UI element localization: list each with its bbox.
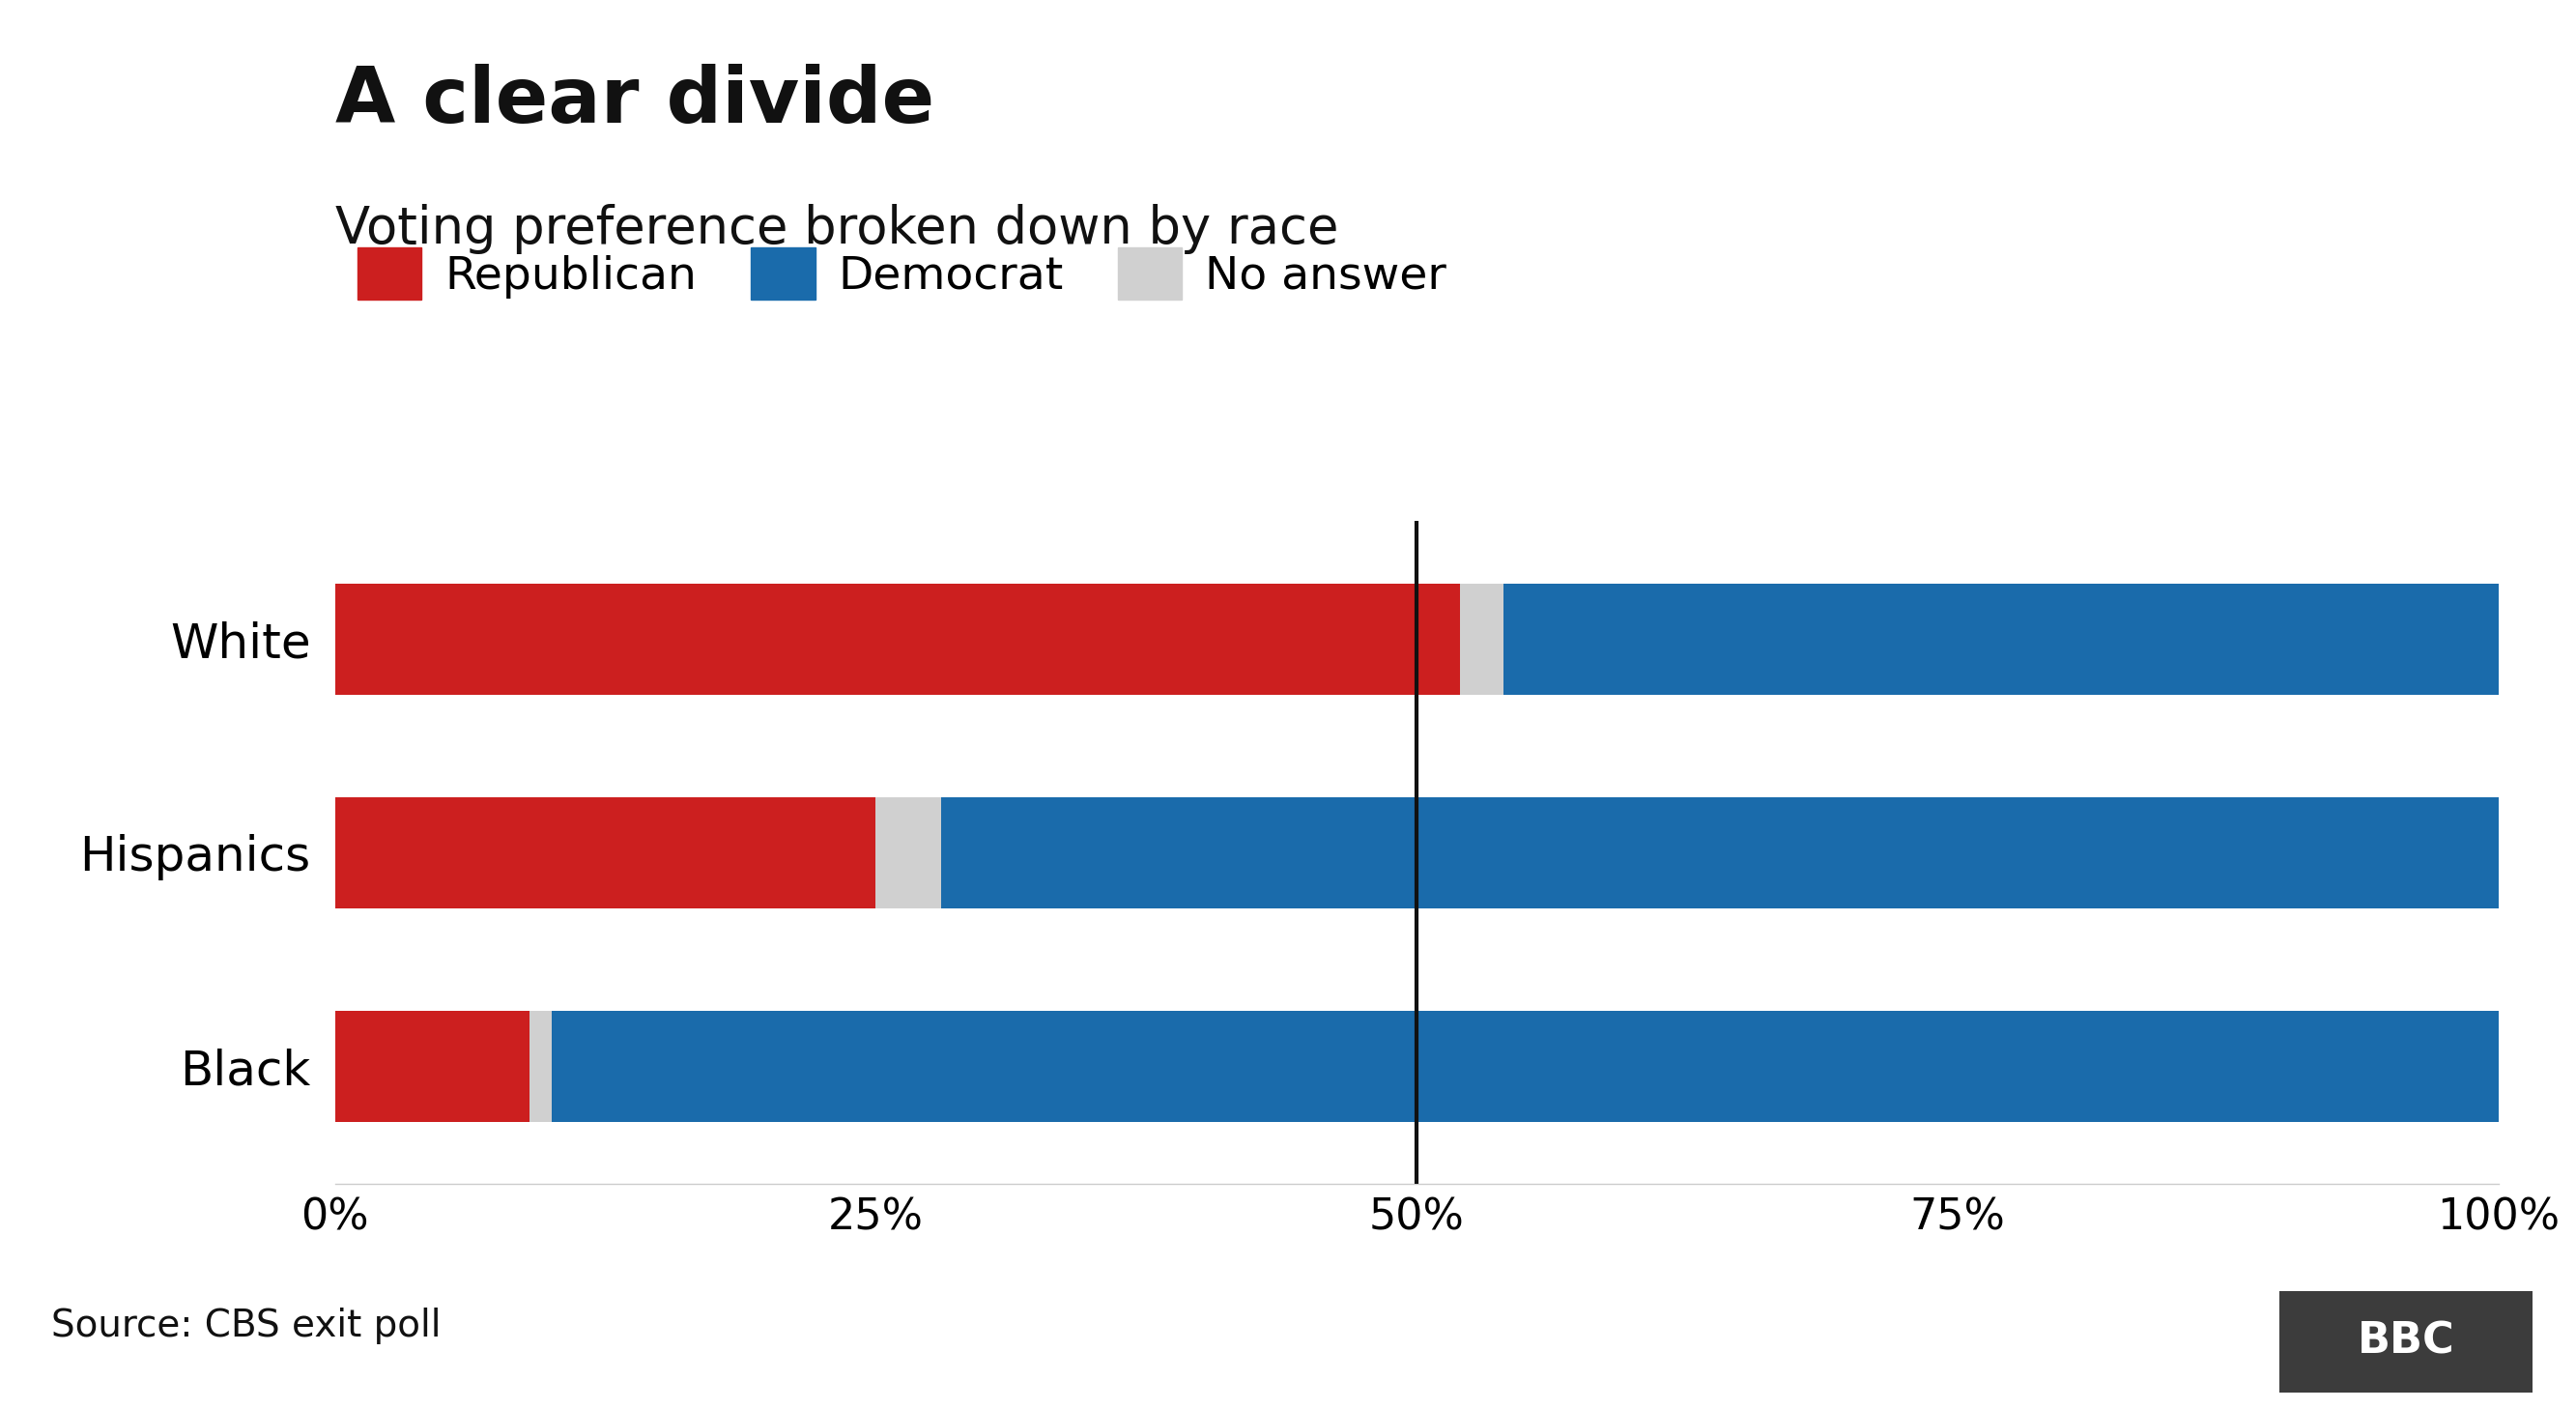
Bar [551,1010,2499,1122]
Bar [940,797,2499,907]
Text: Voting preference broken down by race: Voting preference broken down by race [335,204,1337,255]
Bar [1461,583,1504,695]
Legend: Republican, Democrat, No answer: Republican, Democrat, No answer [358,247,1445,300]
Bar [335,1010,531,1122]
Bar [335,797,876,907]
Bar [1504,583,2499,695]
Text: A clear divide: A clear divide [335,63,935,138]
Text: Source: CBS exit poll: Source: CBS exit poll [52,1308,440,1344]
Bar [335,583,1461,695]
Bar [876,797,940,907]
Bar [531,1010,551,1122]
Text: BBC: BBC [2357,1320,2455,1363]
